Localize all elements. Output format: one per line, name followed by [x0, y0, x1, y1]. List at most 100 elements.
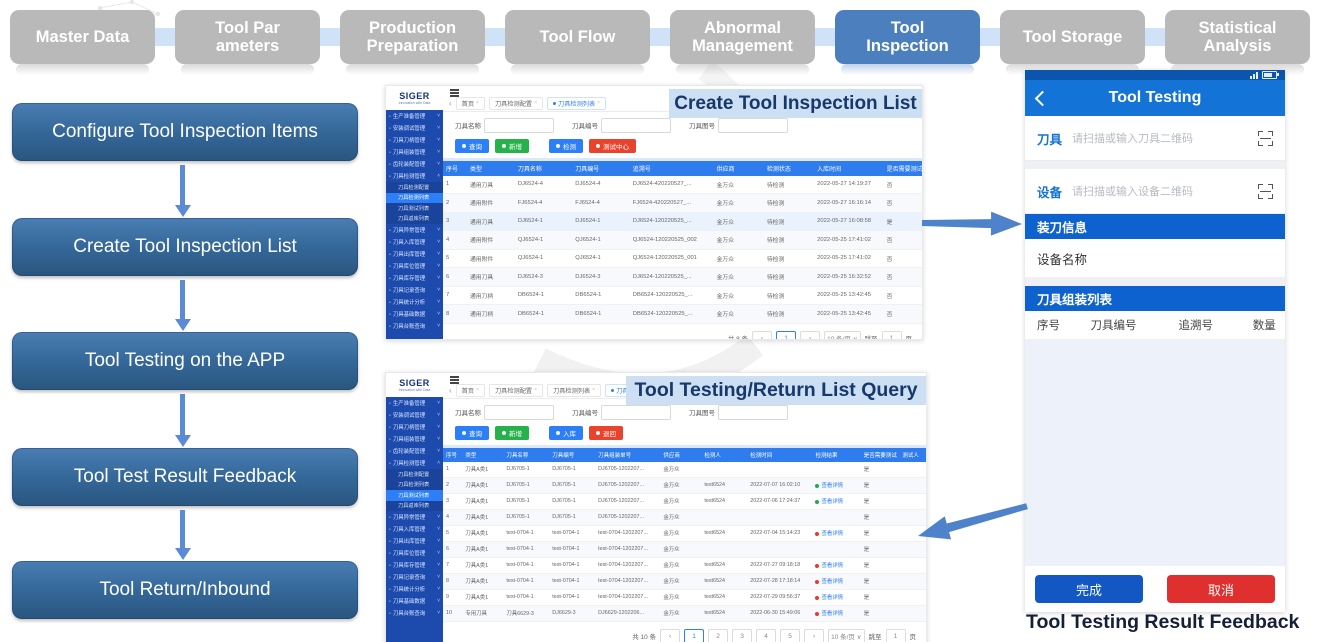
table-row[interactable]: 1 通用刀具 DJ6524-4 DJ6524-4 DJ6524-420220527_..…: [443, 175, 922, 194]
page-size-select[interactable]: 10 条/页 ∨: [828, 628, 865, 642]
table-row[interactable]: 7 通用刀柄 DB6524-1 DB6524-1 DB6524-120220525_..…: [443, 286, 922, 305]
table-row[interactable]: 4 刀具A类1 DJ6705-1 DJ6705-1 DJ6705-1202207... 金…: [443, 509, 926, 526]
sidebar-item[interactable]: ● 刀具出库管理 ˅: [386, 248, 443, 260]
sidebar-item[interactable]: ● 刀具入库管理 ˅: [386, 523, 443, 535]
sidebar-subitem[interactable]: 刀具测试列表: [386, 203, 443, 214]
tab-close-icon[interactable]: ×: [534, 387, 538, 393]
cancel-button[interactable]: 取消: [1167, 575, 1275, 603]
nav-tab-tool-inspection[interactable]: Tool Inspection: [835, 10, 980, 75]
sidebar-subitem[interactable]: 刀具检测配置: [386, 469, 443, 480]
tab-close-icon[interactable]: ×: [597, 100, 601, 106]
sidebar-item[interactable]: ● 刀具台账查询 ˅: [386, 607, 443, 619]
tab-active[interactable]: 刀具检测列表 ×: [547, 96, 607, 110]
scan-qrcode-icon[interactable]: [1258, 183, 1273, 199]
flow-step-5[interactable]: Tool Return/Inbound: [12, 561, 358, 619]
page-number-button[interactable]: 5: [780, 628, 801, 642]
page-size-select[interactable]: 10 条/页 ∨: [824, 330, 861, 339]
result-detail-link[interactable]: 查看详情: [821, 579, 844, 585]
sidebar-item[interactable]: ● 刀具统计分析 ˅: [386, 583, 443, 595]
table-row[interactable]: 2 通用附件 FJ6524-4 FJ6524-4 FJ6524-420220527_..…: [443, 193, 922, 213]
sidebar-item[interactable]: ● 刀具库存管理 ˅: [386, 559, 443, 571]
sidebar-item[interactable]: ● 安装调试管理 ˅: [386, 409, 443, 421]
result-detail-link[interactable]: 查看详情: [821, 531, 844, 537]
sidebar-item[interactable]: ● 刀具库位管理 ˅: [386, 260, 443, 272]
tab-close-icon[interactable]: ×: [534, 100, 538, 106]
sidebar-item[interactable]: ● 刀具记录查询 ˅: [386, 571, 443, 583]
sidebar-item[interactable]: ● 刀具库存管理 ˅: [386, 272, 443, 284]
table-row[interactable]: 5 刀具A类1 test-0704-1 test-0704-1 test-0704-12…: [443, 525, 926, 542]
toolbar-button[interactable]: 退回: [589, 425, 623, 440]
chevron-left-icon[interactable]: ‹: [449, 385, 452, 395]
sidebar-item[interactable]: ● 刀具组装管理 ˅: [386, 433, 443, 445]
filter-input[interactable]: [484, 117, 554, 133]
prev-page-button[interactable]: ‹: [752, 330, 773, 339]
filter-input[interactable]: [601, 404, 671, 420]
result-detail-link[interactable]: 查看详情: [821, 595, 844, 601]
done-button[interactable]: 完成: [1035, 575, 1143, 603]
toolbar-button[interactable]: 新增: [495, 425, 529, 440]
jump-input[interactable]: 1: [885, 628, 906, 642]
flow-step-2[interactable]: Create Tool Inspection List: [12, 218, 358, 276]
tab-item[interactable]: 首页 ×: [455, 383, 485, 397]
page-number-button[interactable]: 1: [684, 628, 705, 642]
nav-tab-production-preparation[interactable]: Production Preparation: [340, 10, 485, 75]
table-row[interactable]: 1 刀具A类1 DJ6705-1 DJ6705-1 DJ6705-1202207... 金…: [443, 461, 926, 478]
table-row[interactable]: 7 刀具A类1 test-0704-1 test-0704-1 test-0704-12…: [443, 557, 926, 574]
toolbar-button[interactable]: 检测: [549, 138, 583, 153]
sidebar-subitem[interactable]: 刀具检测配置: [386, 182, 443, 193]
page-number-button[interactable]: 2: [708, 628, 729, 642]
sidebar-item[interactable]: ● 刀具检测管理 ˄: [386, 170, 443, 182]
sidebar-item[interactable]: ● 刀具基础数据 ˅: [386, 595, 443, 607]
sidebar-subitem[interactable]: 刀具返库列表: [386, 213, 443, 224]
jump-input[interactable]: 1: [881, 330, 902, 339]
sidebar-item[interactable]: ● 刀具台账查询 ˅: [386, 320, 443, 332]
page-number-button[interactable]: 3: [732, 628, 753, 642]
toolbar-button[interactable]: 查询: [455, 425, 489, 440]
filter-input[interactable]: [484, 404, 554, 420]
sidebar-item[interactable]: ● 齿轮装配管理 ˅: [386, 158, 443, 170]
filter-input[interactable]: [718, 117, 788, 133]
tab-close-icon[interactable]: ×: [476, 387, 479, 393]
sidebar-item[interactable]: ● 刀具基础数据 ˅: [386, 308, 443, 320]
sidebar-item[interactable]: ● 刀具库位管理 ˅: [386, 547, 443, 559]
hamburger-menu-icon[interactable]: [450, 376, 459, 378]
toolbar-button[interactable]: 入库: [549, 425, 583, 440]
tab-item[interactable]: 刀具检测配置 ×: [488, 383, 544, 397]
table-row[interactable]: 9 刀具A类1 test-0704-1 test-0704-1 test-0704-12…: [443, 589, 926, 606]
nav-tab-tool-flow[interactable]: Tool Flow: [505, 10, 650, 75]
toolbar-button[interactable]: 新增: [495, 138, 529, 153]
sidebar-item[interactable]: ● 齿轮装配管理 ˅: [386, 445, 443, 457]
prev-page-button[interactable]: ‹: [660, 628, 681, 642]
table-row[interactable]: 4 通用附件 QJ6524-1 QJ6524-1 QJ6524-120220525_00…: [443, 230, 922, 250]
table-row[interactable]: 2 刀具A类1 DJ6705-1 DJ6705-1 DJ6705-1202207... 金…: [443, 477, 926, 494]
tab-item[interactable]: 刀具检测列表 ×: [547, 383, 602, 397]
result-detail-link[interactable]: 查看详情: [821, 611, 844, 617]
sidebar-item[interactable]: ● 刀具入库管理 ˅: [386, 236, 443, 248]
sidebar-subitem[interactable]: 刀具返库列表: [386, 500, 443, 511]
result-detail-link[interactable]: 查看详情: [821, 499, 844, 505]
table-row[interactable]: 10 专用刀具 刀具6629-3 DJ6629-3 DJ6629-1202206... 金…: [443, 605, 926, 622]
flow-step-3[interactable]: Tool Testing on the APP: [12, 332, 358, 390]
filter-input[interactable]: [601, 117, 671, 133]
sidebar-item[interactable]: ● 安装调试管理 ˅: [386, 122, 443, 134]
tab-item[interactable]: 首页 ×: [455, 96, 485, 110]
nav-tab-statistical-analysis[interactable]: Statistical Analysis: [1165, 10, 1310, 75]
sidebar-item[interactable]: ● 刀具检测管理 ˄: [386, 457, 443, 469]
toolbar-button[interactable]: 测试中心: [589, 138, 636, 153]
nav-tab-tool-par-ameters[interactable]: Tool Par ameters: [175, 10, 320, 75]
chevron-left-icon[interactable]: ‹: [449, 98, 452, 108]
sidebar-item[interactable]: ● 刀具刀柄管理 ˅: [386, 134, 443, 146]
sidebar-subitem[interactable]: 刀具检测列表: [386, 479, 443, 490]
page-number-button[interactable]: 1: [776, 330, 797, 339]
sidebar-item[interactable]: ● 刀具异常管理 ˅: [386, 224, 443, 236]
hamburger-menu-icon[interactable]: [450, 89, 459, 91]
sidebar-item[interactable]: ● 刀具刀柄管理 ˅: [386, 421, 443, 433]
flow-step-1[interactable]: Configure Tool Inspection Items: [12, 103, 358, 161]
table-row[interactable]: 6 通用刀具 DJ6524-3 DJ6524-3 DJ6524-120220525_..…: [443, 267, 922, 287]
tab-close-icon[interactable]: ×: [476, 100, 479, 106]
table-row[interactable]: 3 刀具A类1 DJ6705-1 DJ6705-1 DJ6705-1202207... 金…: [443, 493, 926, 510]
nav-tab-abnormal-management[interactable]: Abnormal Management: [670, 10, 815, 75]
sidebar-subitem[interactable]: 刀具检测列表: [386, 192, 443, 203]
sidebar-item[interactable]: ● 刀具组装管理 ˅: [386, 146, 443, 158]
tab-close-icon[interactable]: ×: [592, 387, 596, 393]
